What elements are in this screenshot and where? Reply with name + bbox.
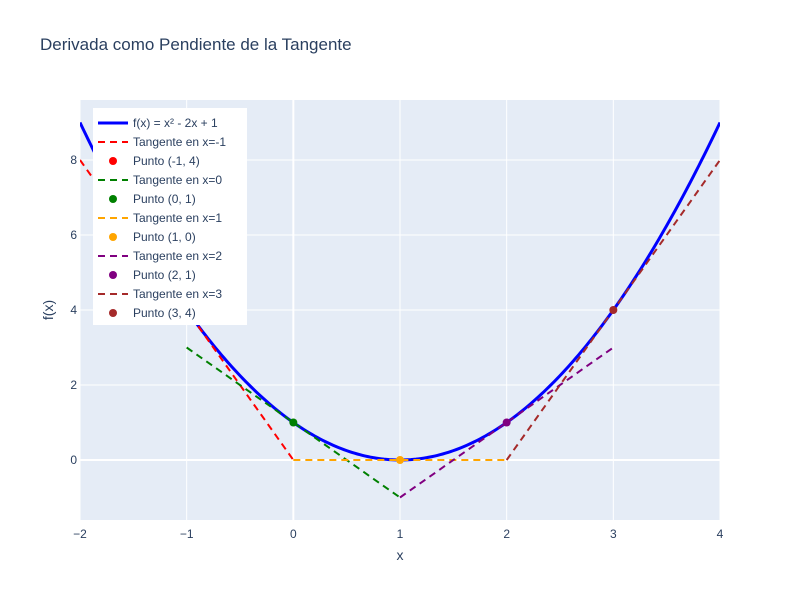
- y-tick-label: 6: [70, 228, 77, 242]
- legend-swatch-point: [109, 233, 117, 241]
- legend-swatch-point: [109, 271, 117, 279]
- y-tick-label: 0: [70, 453, 77, 467]
- legend-label: Punto (1, 0): [133, 230, 196, 244]
- legend-label: Punto (2, 1): [133, 268, 196, 282]
- y-axis-title: f(x): [40, 300, 56, 320]
- legend-label: Tangente en x=1: [133, 211, 222, 225]
- x-tick-label: −2: [73, 527, 87, 541]
- legend: f(x) = x² - 2x + 1 Tangente en x=-1 Punto …: [93, 108, 247, 325]
- legend-label: Tangente en x=2: [133, 249, 222, 263]
- legend-label: Punto (-1, 4): [133, 154, 200, 168]
- x-axis-title: x: [397, 547, 404, 563]
- legend-label: Tangente en x=-1: [133, 135, 226, 149]
- legend-label: Punto (3, 4): [133, 306, 196, 320]
- x-tick-label: 1: [397, 527, 404, 541]
- legend-swatch-point: [109, 157, 117, 165]
- y-tick-label: 8: [70, 153, 77, 167]
- legend-box: [93, 108, 247, 325]
- tangent-line-3: [399, 346, 614, 499]
- x-tick-label: 3: [610, 527, 617, 541]
- tick-labels: −2 −1 0 1 2 3 4 0 2 4 6 8: [70, 153, 723, 541]
- legend-label: f(x) = x² - 2x + 1: [133, 116, 218, 130]
- legend-label: Tangente en x=0: [133, 173, 222, 187]
- x-tick-label: −1: [180, 527, 194, 541]
- tangent-point-2: [396, 456, 404, 464]
- legend-swatch-point: [109, 195, 117, 203]
- legend-swatch-point: [109, 309, 117, 317]
- tangent-point-3: [502, 418, 511, 427]
- x-tick-label: 2: [503, 527, 510, 541]
- legend-label: Tangente en x=3: [133, 287, 222, 301]
- x-tick-label: 0: [290, 527, 297, 541]
- tangent-point-4: [609, 306, 618, 314]
- tangent-point-1: [289, 418, 298, 427]
- tangent-line-1: [186, 346, 401, 499]
- chart-title: Derivada como Pendiente de la Tangente: [40, 35, 352, 54]
- y-tick-label: 2: [70, 378, 77, 392]
- legend-label: Punto (0, 1): [133, 192, 196, 206]
- y-tick-label: 4: [70, 303, 77, 317]
- x-tick-label: 4: [717, 527, 724, 541]
